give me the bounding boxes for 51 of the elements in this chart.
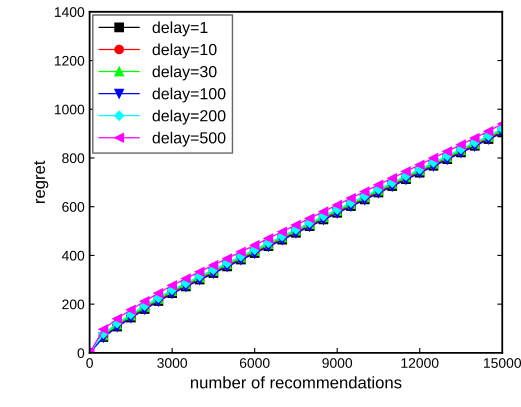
point bbox=[181, 274, 191, 284]
point bbox=[112, 314, 122, 324]
y-tick-label: 0 bbox=[78, 348, 84, 358]
point bbox=[194, 266, 205, 277]
x-axis-title: number of recommendations bbox=[190, 376, 402, 388]
x-tick-label: 9000 bbox=[322, 358, 352, 368]
legend-label: delay=1 bbox=[152, 21, 208, 36]
point bbox=[442, 146, 452, 156]
point bbox=[456, 140, 466, 150]
point bbox=[401, 166, 411, 176]
x-tick-label: 6000 bbox=[240, 358, 270, 368]
legend-label: delay=30 bbox=[152, 66, 217, 80]
legend-label: delay=100 bbox=[152, 88, 226, 103]
y-tick-label: 1200 bbox=[54, 56, 84, 66]
point bbox=[291, 220, 301, 230]
x-tick-label: 0 bbox=[86, 358, 93, 368]
point bbox=[154, 288, 164, 298]
y-tick-label: 200 bbox=[62, 299, 84, 310]
y-axis-title: regret bbox=[34, 160, 48, 203]
point bbox=[98, 324, 108, 334]
point bbox=[208, 260, 218, 270]
point bbox=[414, 160, 425, 170]
point bbox=[304, 214, 315, 224]
point bbox=[346, 193, 356, 204]
point bbox=[484, 126, 494, 136]
y-tick-label: 1000 bbox=[54, 104, 84, 114]
y-tick-label: 400 bbox=[62, 250, 84, 261]
point bbox=[360, 186, 370, 196]
point bbox=[167, 280, 177, 290]
legend-label: delay=500 bbox=[152, 132, 226, 147]
y-tick-label: 600 bbox=[62, 202, 84, 212]
y-tick-label: 1400 bbox=[54, 7, 84, 17]
point bbox=[236, 246, 246, 257]
x-tick-label: 15000 bbox=[484, 358, 521, 368]
legend-label: delay=200 bbox=[152, 110, 226, 125]
point bbox=[222, 254, 232, 264]
point bbox=[140, 296, 150, 306]
point bbox=[470, 133, 480, 143]
point bbox=[374, 180, 384, 190]
point bbox=[277, 226, 288, 237]
point bbox=[318, 206, 328, 216]
point bbox=[332, 200, 342, 210]
y-tick-label: 800 bbox=[62, 153, 84, 164]
point bbox=[387, 173, 398, 184]
legend-label: delay=10 bbox=[152, 43, 217, 58]
x-tick-label: 3000 bbox=[157, 358, 188, 368]
point bbox=[126, 304, 136, 315]
x-tick-label: 12000 bbox=[401, 358, 438, 368]
point bbox=[428, 153, 438, 163]
point bbox=[264, 234, 274, 244]
point bbox=[250, 240, 260, 250]
